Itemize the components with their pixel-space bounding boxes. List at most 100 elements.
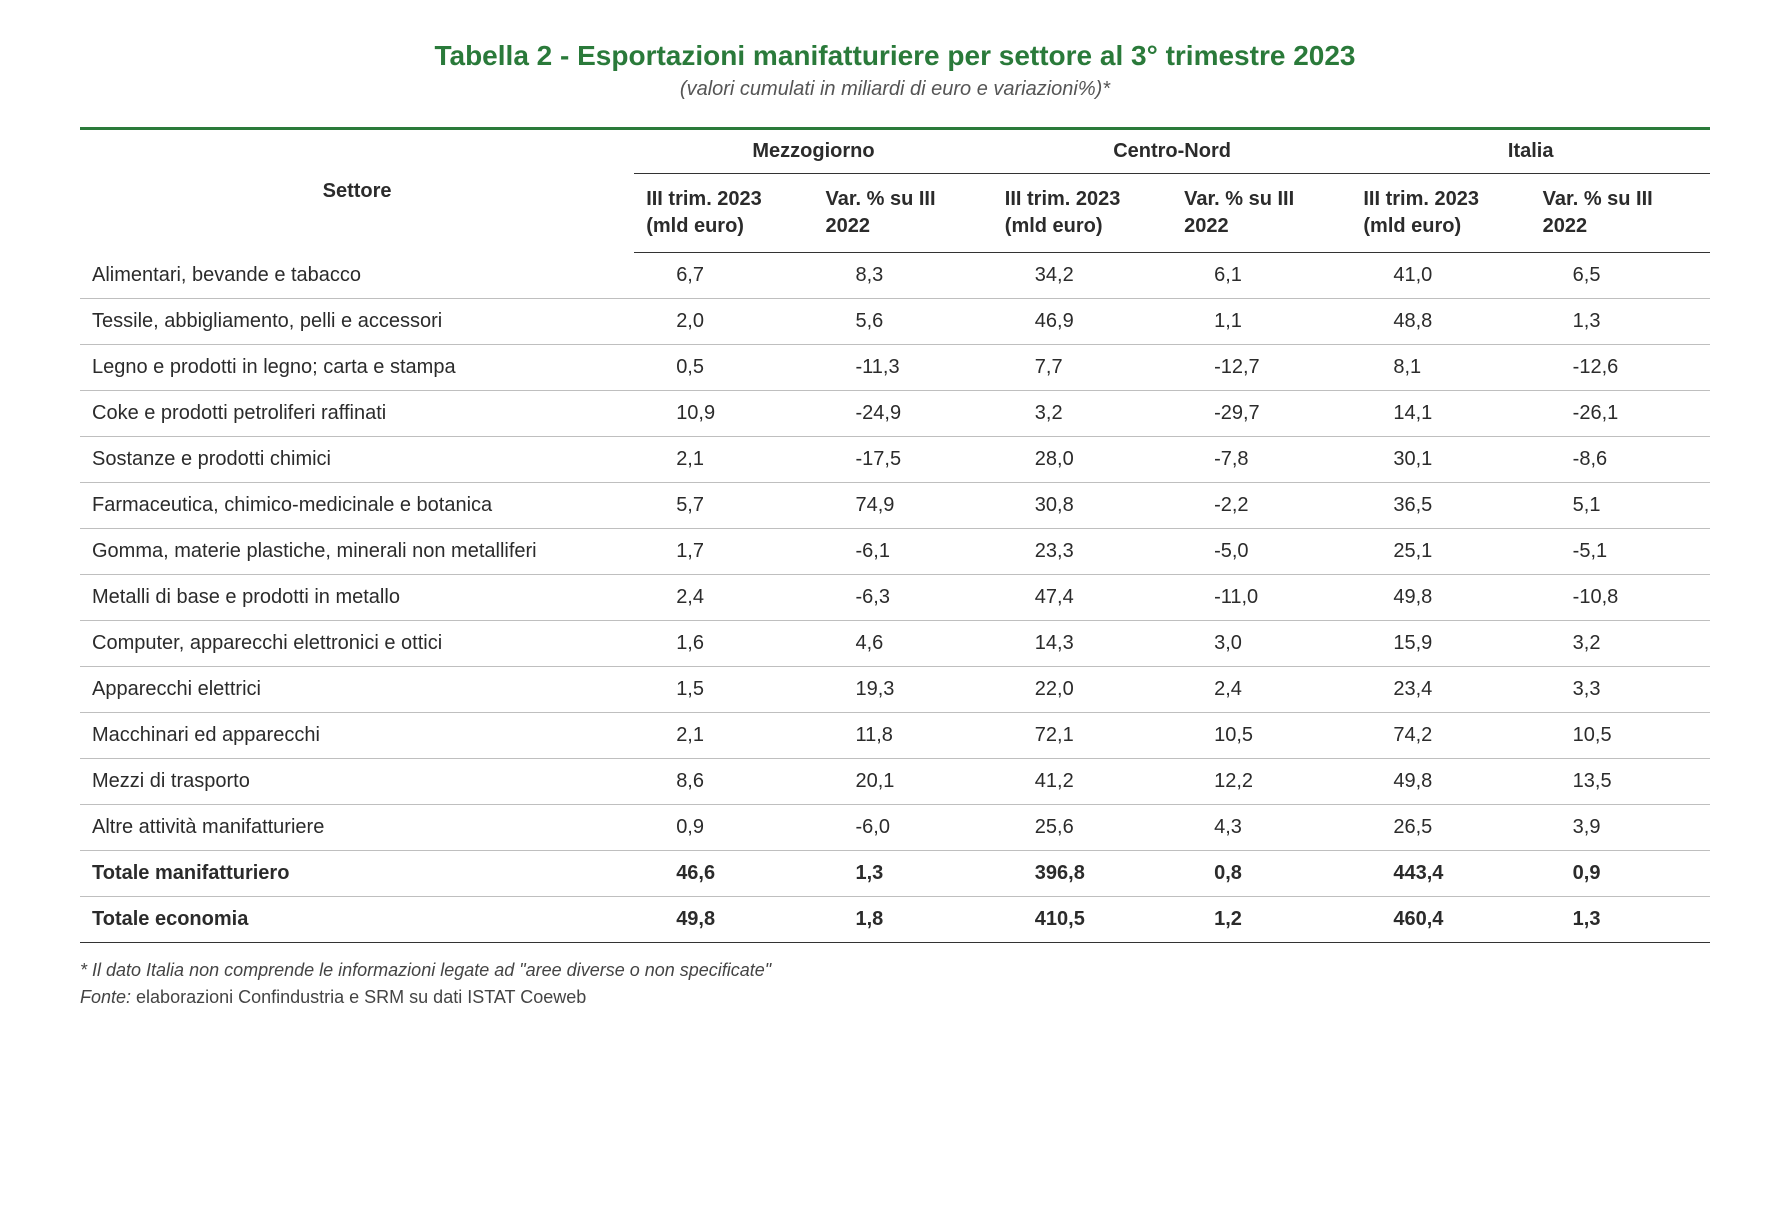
cell-sector: Computer, apparecchi elettronici e ottic… [80,621,634,667]
cell-mezzogiorno-value: 46,6 [634,851,813,897]
cell-italia-value: 74,2 [1351,713,1530,759]
cell-italia-value: 26,5 [1351,805,1530,851]
cell-italia-var: 10,5 [1531,713,1710,759]
table-title: Tabella 2 - Esportazioni manifatturiere … [80,40,1710,72]
cell-italia-value: 36,5 [1351,483,1530,529]
cell-italia-value: 25,1 [1351,529,1530,575]
cell-sector: Coke e prodotti petroliferi raffinati [80,391,634,437]
table-row: Apparecchi elettrici1,519,322,02,423,43,… [80,667,1710,713]
cell-mezzogiorno-var: 20,1 [813,759,992,805]
cell-mezzogiorno-value: 5,7 [634,483,813,529]
cell-mezzogiorno-value: 1,5 [634,667,813,713]
cell-centronord-value: 72,1 [993,713,1172,759]
table-row: Legno e prodotti in legno; carta e stamp… [80,345,1710,391]
cell-centronord-value: 3,2 [993,391,1172,437]
cell-sector: Farmaceutica, chimico-medicinale e botan… [80,483,634,529]
cell-mezzogiorno-var: 5,6 [813,299,992,345]
cell-centronord-var: -5,0 [1172,529,1351,575]
footnote-source: Fonte: elaborazioni Confindustria e SRM … [80,984,1710,1011]
cell-italia-var: 13,5 [1531,759,1710,805]
cell-sector: Tessile, abbigliamento, pelli e accessor… [80,299,634,345]
cell-italia-var: -10,8 [1531,575,1710,621]
cell-centronord-var: -7,8 [1172,437,1351,483]
table-header-groups: Settore Mezzogiorno Centro-Nord Italia [80,130,1710,174]
cell-mezzogiorno-var: -6,0 [813,805,992,851]
cell-centronord-value: 22,0 [993,667,1172,713]
cell-centronord-var: 10,5 [1172,713,1351,759]
cell-mezzogiorno-value: 1,7 [634,529,813,575]
table-row: Sostanze e prodotti chimici2,1-17,528,0-… [80,437,1710,483]
cell-italia-var: 3,2 [1531,621,1710,667]
cell-italia-var: -12,6 [1531,345,1710,391]
cell-mezzogiorno-value: 0,9 [634,805,813,851]
cell-mezzogiorno-var: 19,3 [813,667,992,713]
cell-italia-var: -5,1 [1531,529,1710,575]
cell-centronord-value: 7,7 [993,345,1172,391]
cell-centronord-value: 30,8 [993,483,1172,529]
cell-italia-var: 6,5 [1531,253,1710,299]
table-row: Alimentari, bevande e tabacco6,78,334,26… [80,253,1710,299]
cell-centronord-var: 1,1 [1172,299,1351,345]
table-row: Computer, apparecchi elettronici e ottic… [80,621,1710,667]
cell-italia-value: 48,8 [1351,299,1530,345]
cell-mezzogiorno-var: 11,8 [813,713,992,759]
cell-italia-value: 460,4 [1351,897,1530,943]
cell-sector: Alimentari, bevande e tabacco [80,253,634,299]
cell-italia-var: 3,9 [1531,805,1710,851]
col-sector: Settore [80,130,634,253]
cell-sector: Totale manifatturiero [80,851,634,897]
cell-centronord-value: 46,9 [993,299,1172,345]
footnote-source-label: Fonte: [80,987,131,1007]
cell-italia-var: 3,3 [1531,667,1710,713]
exports-table: Settore Mezzogiorno Centro-Nord Italia I… [80,127,1710,943]
table-footnote: * Il dato Italia non comprende le inform… [80,957,1710,1011]
cell-italia-value: 15,9 [1351,621,1530,667]
col-centronord-value: III trim. 2023 (mld euro) [993,174,1172,253]
cell-italia-value: 49,8 [1351,575,1530,621]
table-row: Tessile, abbigliamento, pelli e accessor… [80,299,1710,345]
cell-mezzogiorno-value: 2,0 [634,299,813,345]
cell-centronord-value: 41,2 [993,759,1172,805]
cell-mezzogiorno-var: 1,3 [813,851,992,897]
footnote-note: * Il dato Italia non comprende le inform… [80,957,1710,984]
cell-sector: Sostanze e prodotti chimici [80,437,634,483]
cell-italia-var: 5,1 [1531,483,1710,529]
cell-centronord-var: 3,0 [1172,621,1351,667]
cell-centronord-var: -29,7 [1172,391,1351,437]
col-mezzogiorno-value: III trim. 2023 (mld euro) [634,174,813,253]
cell-italia-value: 14,1 [1351,391,1530,437]
table-body: Alimentari, bevande e tabacco6,78,334,26… [80,253,1710,943]
cell-centronord-value: 25,6 [993,805,1172,851]
table-row: Farmaceutica, chimico-medicinale e botan… [80,483,1710,529]
col-group-centronord: Centro-Nord [993,130,1352,174]
cell-centronord-value: 410,5 [993,897,1172,943]
cell-mezzogiorno-var: -11,3 [813,345,992,391]
cell-mezzogiorno-value: 2,1 [634,713,813,759]
cell-italia-value: 8,1 [1351,345,1530,391]
cell-centronord-var: 0,8 [1172,851,1351,897]
cell-sector: Gomma, materie plastiche, minerali non m… [80,529,634,575]
cell-mezzogiorno-var: -6,3 [813,575,992,621]
cell-mezzogiorno-var: -24,9 [813,391,992,437]
cell-sector: Legno e prodotti in legno; carta e stamp… [80,345,634,391]
cell-centronord-var: 12,2 [1172,759,1351,805]
cell-italia-var: -26,1 [1531,391,1710,437]
table-row: Mezzi di trasporto8,620,141,212,249,813,… [80,759,1710,805]
cell-sector: Mezzi di trasporto [80,759,634,805]
footnote-source-text: elaborazioni Confindustria e SRM su dati… [131,987,586,1007]
cell-mezzogiorno-var: -6,1 [813,529,992,575]
cell-sector: Metalli di base e prodotti in metallo [80,575,634,621]
cell-centronord-value: 28,0 [993,437,1172,483]
cell-centronord-value: 23,3 [993,529,1172,575]
cell-italia-value: 23,4 [1351,667,1530,713]
col-centronord-var: Var. % su III 2022 [1172,174,1351,253]
cell-centronord-var: 2,4 [1172,667,1351,713]
cell-mezzogiorno-var: 74,9 [813,483,992,529]
cell-mezzogiorno-value: 2,1 [634,437,813,483]
table-row: Metalli di base e prodotti in metallo2,4… [80,575,1710,621]
cell-sector: Macchinari ed apparecchi [80,713,634,759]
cell-centronord-var: -11,0 [1172,575,1351,621]
cell-mezzogiorno-value: 8,6 [634,759,813,805]
cell-centronord-value: 396,8 [993,851,1172,897]
cell-mezzogiorno-value: 10,9 [634,391,813,437]
